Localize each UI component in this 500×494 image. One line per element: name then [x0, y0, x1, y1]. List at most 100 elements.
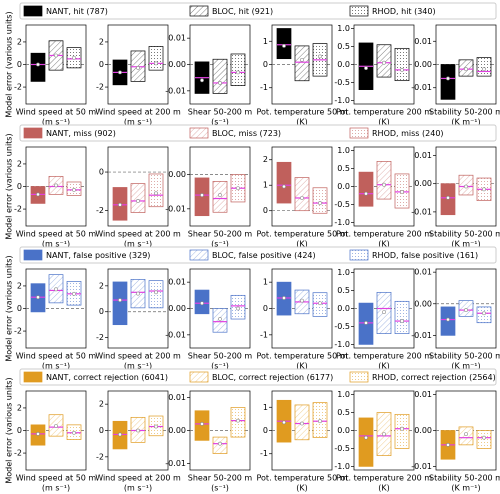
mean-marker [400, 189, 404, 194]
x-axis-label: Shear 50-200 m [188, 352, 253, 361]
mean-marker [318, 301, 322, 306]
y-tick-label: -1 [260, 83, 268, 92]
mean-marker [300, 57, 304, 62]
box [148, 280, 164, 309]
mean-marker [218, 441, 222, 446]
x-axis-label: Pot. temperature 50 m [257, 352, 348, 361]
mean-marker [236, 418, 240, 423]
x-axis-unit: (s⁻¹) [211, 118, 229, 127]
mean-marker [72, 291, 76, 296]
legend-swatch [23, 249, 43, 261]
y-tick-label: -2 [96, 333, 104, 342]
legend-label: RHOD, hit (340) [372, 7, 436, 16]
x-axis-label: Pot. temperature 200 m [336, 352, 432, 361]
mean-marker [136, 291, 140, 296]
mean-marker [300, 298, 304, 303]
y-tick-label: 0.00 [414, 179, 432, 188]
x-axis-label: Stability 50-200 m [429, 230, 500, 239]
x-axis-label: Pot. temperature 50 m [257, 108, 348, 117]
legend-swatch [189, 371, 209, 383]
y-tick-label: -0.01 [165, 459, 186, 468]
mean-marker [136, 199, 140, 203]
mean-marker [72, 430, 76, 435]
x-axis-unit: (m s⁻¹) [124, 362, 152, 371]
y-tick-label: -0.01 [411, 331, 432, 340]
legend-label: NANT, hit (787) [46, 7, 108, 16]
y-tick-label: -1.0 [334, 96, 350, 105]
mean-marker [36, 431, 40, 436]
legend-label: NANT, miss (902) [46, 129, 116, 138]
legend-swatch [349, 127, 369, 139]
y-tick-label: 0 [17, 60, 22, 69]
y-tick-label: 2 [99, 37, 104, 46]
x-axis-label: Stability 50-200 m [429, 352, 500, 361]
mean-marker [154, 191, 158, 196]
x-axis-label: Wind speed at 200 m [95, 230, 181, 239]
legend-swatch [349, 371, 369, 383]
x-axis-unit: (K) [378, 484, 390, 493]
mean-marker [136, 65, 140, 70]
x-axis-unit: (m s⁻¹) [42, 118, 70, 127]
box [294, 177, 310, 212]
y-tick-label: -2 [96, 206, 104, 215]
mean-marker [218, 81, 222, 85]
x-axis-unit: (K m⁻¹) [451, 484, 480, 493]
box [148, 173, 164, 208]
box [312, 187, 328, 214]
mean-marker [36, 62, 40, 67]
mean-marker [318, 201, 322, 205]
mean-marker [282, 296, 286, 300]
legend-swatch [23, 5, 43, 17]
x-axis-unit: (m s⁻¹) [42, 484, 70, 493]
y-tick-label: -2 [14, 327, 22, 336]
x-axis-unit: (m s⁻¹) [124, 118, 152, 127]
box [358, 417, 374, 467]
mean-marker [236, 186, 240, 191]
y-tick-label: 0.00 [414, 426, 432, 435]
box [394, 300, 410, 334]
x-axis-label: Wind speed at 50 m [16, 108, 97, 117]
y-tick-label: 0 [99, 60, 104, 69]
x-axis-label: Wind speed at 50 m [16, 352, 97, 361]
x-axis-unit: (m s⁻¹) [124, 240, 152, 249]
mean-marker [318, 419, 322, 424]
mean-marker [118, 70, 122, 75]
mean-marker [446, 442, 450, 447]
box [394, 413, 410, 449]
legend-swatch [189, 127, 209, 139]
mean-marker [118, 298, 122, 302]
mean-marker [382, 310, 386, 314]
mean-marker [400, 67, 404, 72]
mean-marker [446, 76, 450, 81]
mean-marker [200, 193, 204, 197]
box [130, 183, 146, 213]
x-axis-unit: (s⁻¹) [211, 240, 229, 249]
y-tick-label: 0.5 [337, 164, 350, 173]
y-tick-label: 2 [99, 281, 104, 290]
y-tick-label: -2 [14, 449, 22, 458]
y-tick-label: 0.01 [414, 268, 432, 277]
y-tick-label: 1.0 [337, 268, 350, 277]
x-axis-label: Wind speed at 50 m [16, 230, 97, 239]
y-tick-label: 2 [17, 159, 22, 168]
mean-marker [446, 195, 450, 200]
y-tick-label: -0.01 [411, 462, 432, 471]
legend-swatch [189, 249, 209, 261]
y-tick-label: -0.01 [165, 330, 186, 339]
box [358, 171, 374, 207]
x-axis-label: Pot. temperature 200 m [336, 108, 432, 117]
y-tick-label: -0.5 [334, 200, 350, 209]
mean-marker [482, 435, 486, 440]
mean-marker [282, 420, 286, 425]
mean-marker [54, 183, 58, 188]
x-axis-unit: (s⁻¹) [211, 484, 229, 493]
x-axis-label: Stability 50-200 m [429, 108, 500, 117]
y-tick-label: 1 [263, 181, 268, 190]
mean-marker [218, 193, 222, 197]
y-tick-label: 2 [263, 155, 268, 164]
y-tick-label: 1 [263, 37, 268, 46]
y-tick-label: 0.01 [168, 278, 186, 287]
y-tick-label: -0.01 [411, 207, 432, 216]
legend-swatch [349, 5, 369, 17]
